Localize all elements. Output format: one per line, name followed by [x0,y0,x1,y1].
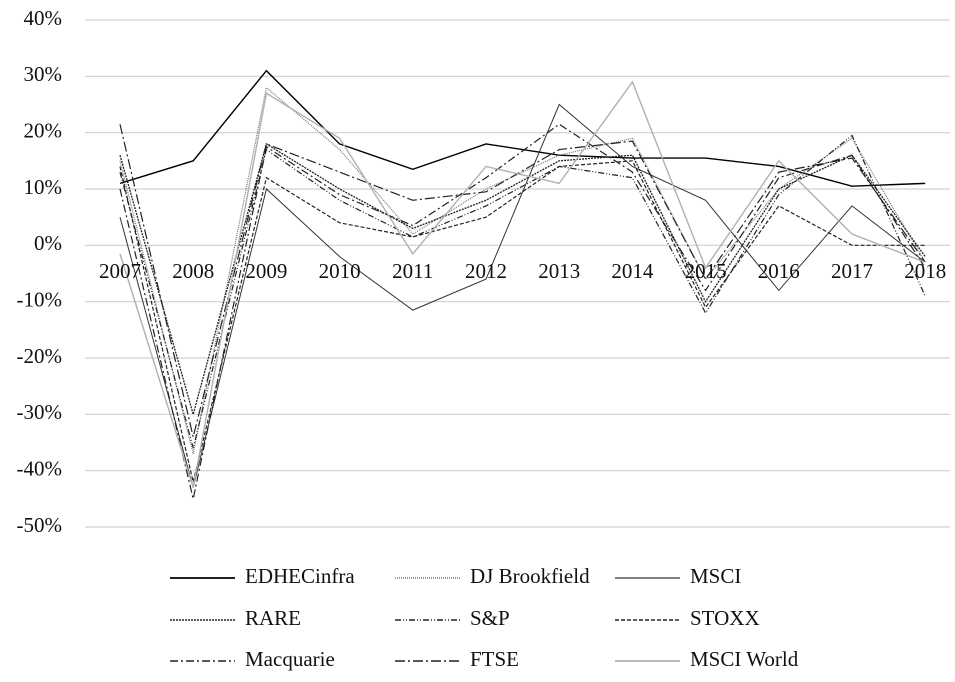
legend-label: FTSE [470,647,519,671]
series-line [119,134,926,449]
series-line [119,160,926,483]
x-tick-label: 2017 [831,259,873,283]
series-line [119,86,926,454]
x-tick-label: 2011 [392,259,433,283]
y-tick-label: -50% [17,513,63,537]
legend-label: MSCI World [690,647,799,671]
series-line [119,142,926,417]
legend-label: S&P [470,606,510,630]
x-tick-label: 2010 [319,259,361,283]
x-tick-label: 2013 [538,259,580,283]
x-tick-label: 2008 [172,259,214,283]
y-tick-label: 10% [24,175,63,199]
series-line [119,103,926,488]
legend-label: EDHECinfra [245,564,355,588]
series-line [119,80,926,488]
x-tick-label: 2012 [465,259,507,283]
y-tick-label: -10% [17,287,63,311]
x-tick-label: 2007 [99,259,141,283]
legend-label: Macquarie [245,647,335,671]
y-tick-label: 0% [34,231,62,255]
x-tick-label: 2018 [904,259,946,283]
series-line [119,69,926,187]
x-tick-label: 2009 [245,259,287,283]
series-line [119,124,926,438]
legend-label: MSCI [690,564,741,588]
legend-label: STOXX [690,606,760,630]
y-tick-label: 30% [24,62,63,86]
x-tick-label: 2014 [611,259,654,283]
y-tick-label: -40% [17,456,63,480]
y-tick-label: 20% [24,118,63,142]
legend-label: RARE [245,606,301,630]
legend-label: DJ Brookfield [470,564,590,588]
y-tick-label: -20% [17,344,63,368]
y-tick-label: 40% [24,6,63,30]
x-tick-label: 2016 [758,259,800,283]
x-tick-label: 2015 [685,259,727,283]
y-tick-label: -30% [17,400,63,424]
